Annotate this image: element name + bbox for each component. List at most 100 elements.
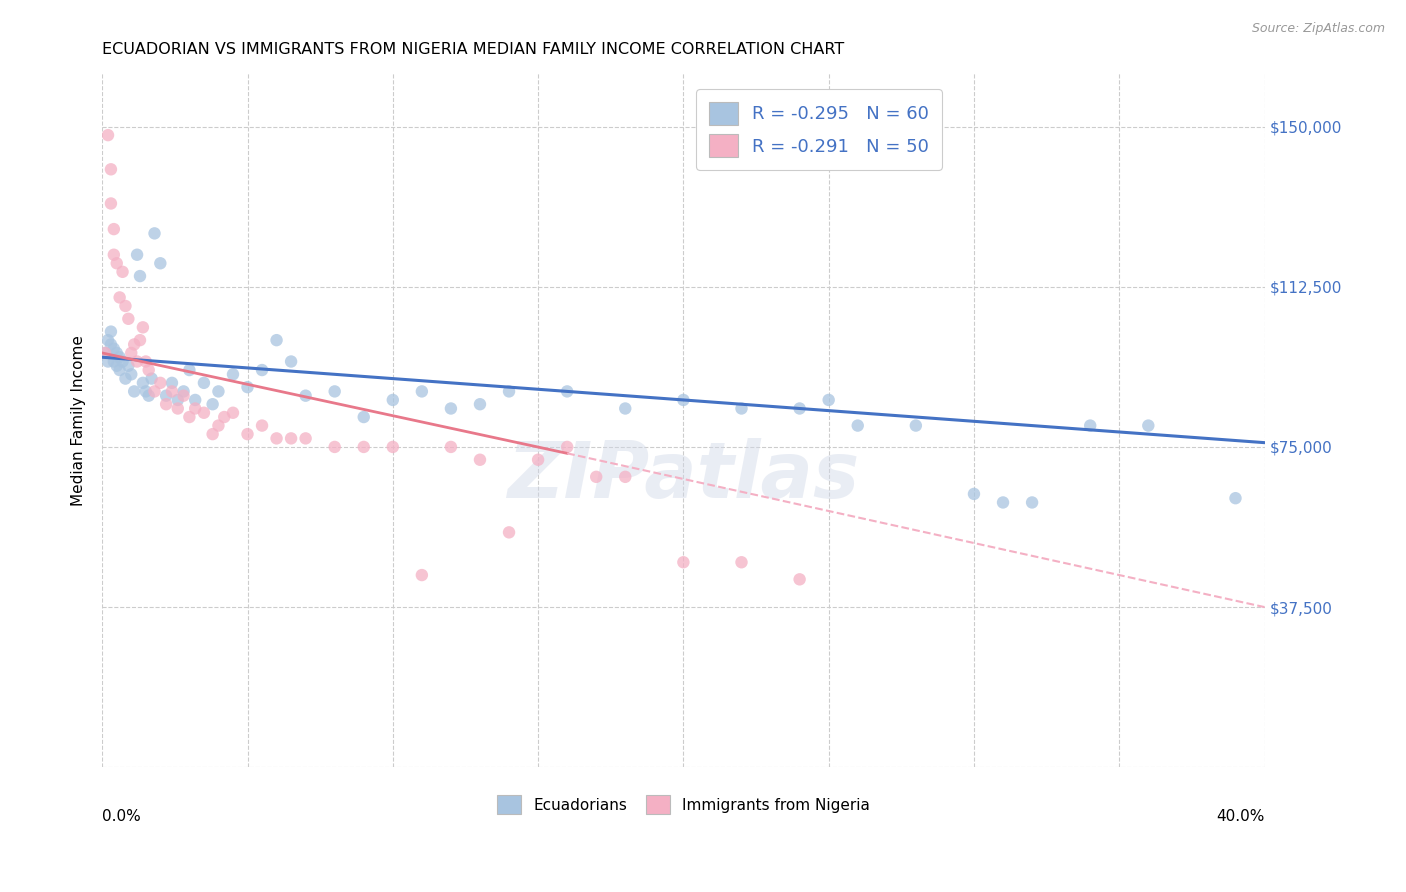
Point — [789, 572, 811, 586]
Point — [132, 376, 155, 390]
Point — [1225, 491, 1247, 506]
Point — [1078, 418, 1101, 433]
Point — [108, 363, 131, 377]
Point — [527, 452, 550, 467]
Point — [125, 354, 148, 368]
Point — [132, 320, 155, 334]
Point — [440, 401, 463, 416]
Point — [207, 384, 229, 399]
Point — [103, 342, 125, 356]
Point — [120, 346, 142, 360]
Point — [353, 440, 375, 454]
Point — [730, 555, 752, 569]
Point — [236, 380, 259, 394]
Point — [991, 495, 1014, 509]
Point — [122, 384, 145, 399]
Point — [108, 350, 131, 364]
Point — [100, 162, 122, 177]
Point — [280, 354, 302, 368]
Point — [125, 248, 148, 262]
Point — [222, 368, 245, 382]
Point — [103, 354, 125, 368]
Text: Source: ZipAtlas.com: Source: ZipAtlas.com — [1251, 22, 1385, 36]
Point — [250, 363, 273, 377]
Point — [97, 333, 120, 347]
Point — [94, 346, 117, 360]
Point — [111, 265, 134, 279]
Point — [149, 376, 172, 390]
Point — [135, 354, 157, 368]
Point — [114, 299, 136, 313]
Point — [193, 376, 215, 390]
Point — [100, 337, 122, 351]
Point — [236, 427, 259, 442]
Point — [614, 401, 637, 416]
Point — [129, 269, 152, 284]
Point — [166, 401, 188, 416]
Point — [184, 392, 207, 407]
Point — [904, 418, 927, 433]
Point — [498, 384, 520, 399]
Point — [294, 389, 316, 403]
Point — [266, 431, 288, 445]
Point — [160, 376, 183, 390]
Text: 40.0%: 40.0% — [1216, 809, 1264, 824]
Point — [103, 222, 125, 236]
Point — [672, 555, 695, 569]
Point — [222, 406, 245, 420]
Point — [207, 418, 229, 433]
Point — [155, 397, 177, 411]
Point — [105, 256, 128, 270]
Point — [672, 392, 695, 407]
Point — [294, 431, 316, 445]
Point — [614, 470, 637, 484]
Point — [117, 311, 139, 326]
Point — [201, 427, 224, 442]
Point — [138, 389, 160, 403]
Point — [173, 389, 195, 403]
Point — [135, 384, 157, 399]
Point — [266, 333, 288, 347]
Text: ECUADORIAN VS IMMIGRANTS FROM NIGERIA MEDIAN FAMILY INCOME CORRELATION CHART: ECUADORIAN VS IMMIGRANTS FROM NIGERIA ME… — [103, 42, 845, 57]
Point — [141, 371, 163, 385]
Point — [103, 248, 125, 262]
Point — [160, 384, 183, 399]
Text: 0.0%: 0.0% — [103, 809, 141, 824]
Point — [114, 371, 136, 385]
Point — [155, 389, 177, 403]
Point — [817, 392, 839, 407]
Point — [179, 363, 201, 377]
Point — [381, 440, 404, 454]
Point — [166, 392, 188, 407]
Point — [789, 401, 811, 416]
Point — [105, 359, 128, 373]
Point — [143, 384, 166, 399]
Point — [173, 384, 195, 399]
Point — [201, 397, 224, 411]
Point — [846, 418, 869, 433]
Point — [94, 346, 117, 360]
Point — [193, 406, 215, 420]
Point — [108, 290, 131, 304]
Point — [184, 401, 207, 416]
Point — [411, 384, 433, 399]
Point — [280, 431, 302, 445]
Point — [468, 452, 491, 467]
Point — [1137, 418, 1160, 433]
Point — [498, 525, 520, 540]
Point — [353, 410, 375, 425]
Point — [149, 256, 172, 270]
Point — [97, 354, 120, 368]
Point — [138, 363, 160, 377]
Point — [100, 325, 122, 339]
Text: ZIPatlas: ZIPatlas — [508, 438, 859, 514]
Point — [143, 227, 166, 241]
Point — [120, 368, 142, 382]
Point — [963, 487, 986, 501]
Point — [585, 470, 607, 484]
Point — [323, 440, 346, 454]
Point — [100, 196, 122, 211]
Point — [117, 359, 139, 373]
Point — [214, 410, 236, 425]
Point — [440, 440, 463, 454]
